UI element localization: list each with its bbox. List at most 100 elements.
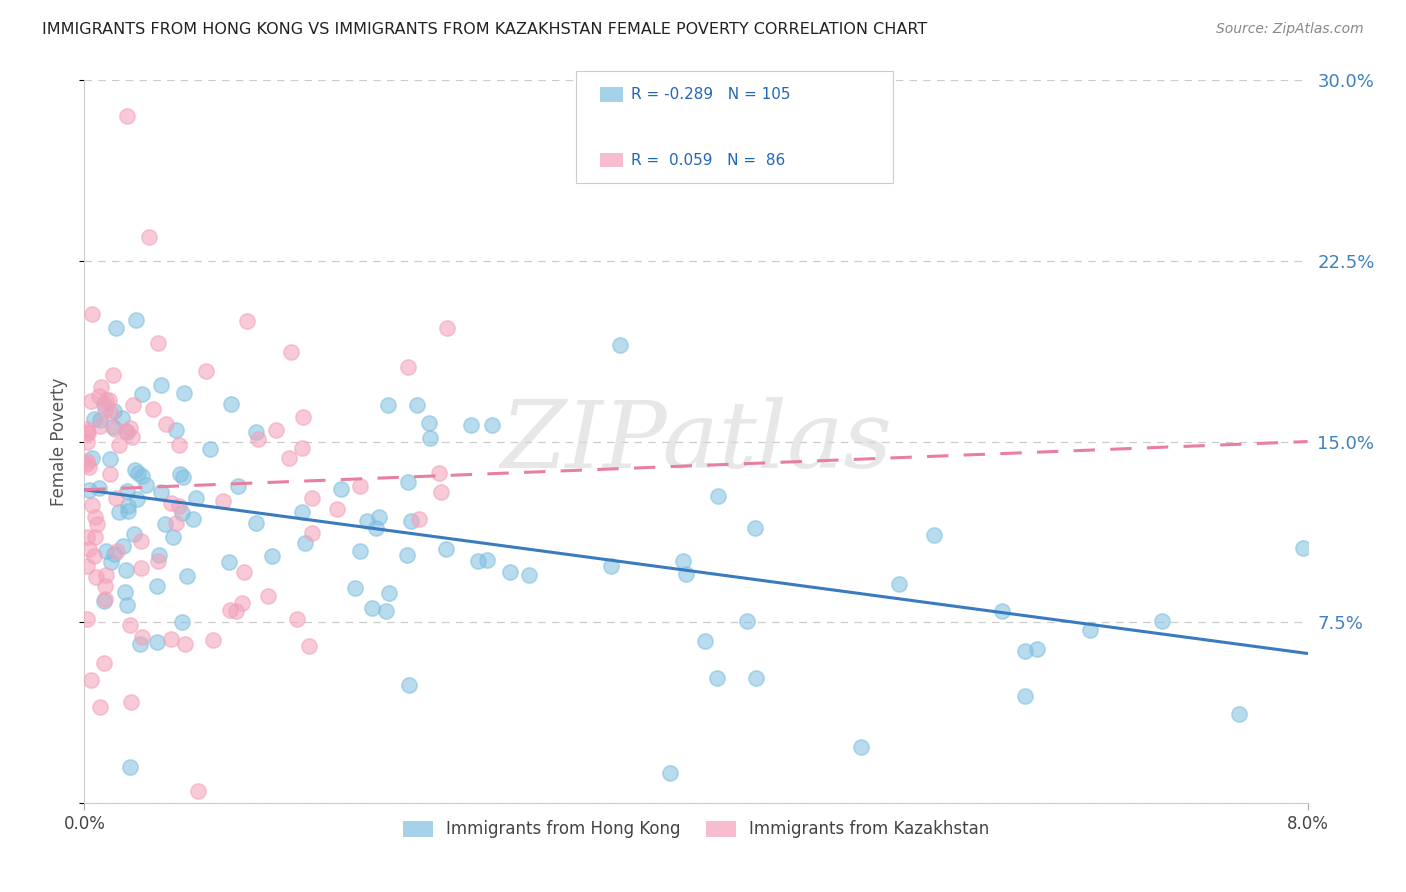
Point [398,678,420,692]
Text: R =  0.059   N =  86: R = 0.059 N = 86 [631,153,786,168]
Point [173,385,195,400]
Point [76,425,98,440]
Point [326,501,349,516]
Point [172,506,194,520]
Point [79,673,101,688]
Point [361,600,384,615]
Point [481,418,503,433]
Point [349,543,371,558]
Point [1078,624,1101,638]
Point [100,406,122,420]
Point [105,491,128,505]
Point [105,321,128,335]
Point [105,544,128,558]
Point [101,368,124,383]
Point [125,491,148,506]
Point [96,544,118,558]
Point [80,498,103,512]
Point [94,393,117,408]
Point [77,542,100,557]
Point [218,555,240,569]
Point [150,377,173,392]
Point [142,401,165,416]
Point [159,496,181,510]
Point [129,637,152,651]
Point [671,554,693,568]
Point [146,554,169,568]
Point [408,512,430,526]
Point [285,612,308,626]
Point [401,514,423,528]
Point [219,397,242,411]
Text: ZIPatlas: ZIPatlas [501,397,891,486]
Point [924,528,946,542]
Point [94,579,117,593]
Point [117,598,139,612]
Point [89,413,111,427]
Point [131,468,153,483]
Point [277,451,299,466]
Point [169,467,191,481]
Point [499,565,522,579]
Point [436,320,458,334]
Point [429,485,451,500]
Point [89,419,111,434]
Point [246,432,269,446]
Point [117,499,139,513]
Legend: Immigrants from Hong Kong, Immigrants from Kazakhstan: Immigrants from Hong Kong, Immigrants fr… [396,814,995,845]
Point [887,576,910,591]
Point [745,671,768,685]
Point [97,392,120,407]
Point [600,559,623,574]
Point [104,422,127,436]
Point [301,526,323,541]
Point [162,530,184,544]
Point [176,569,198,583]
Point [107,506,129,520]
Point [80,451,103,466]
Point [291,505,314,519]
Point [127,466,149,480]
Point [219,603,242,617]
Point [148,548,170,562]
Point [111,410,134,425]
Point [245,516,267,530]
Point [76,425,98,440]
Point [1292,541,1315,555]
Point [231,596,253,610]
Point [115,109,138,123]
Point [364,521,387,535]
Point [129,533,152,548]
Point [82,307,104,321]
Point [298,639,321,653]
Point [77,483,100,497]
Point [195,363,218,377]
Point [418,417,440,431]
Text: R = -0.289   N = 105: R = -0.289 N = 105 [631,87,790,103]
Point [86,516,108,531]
Point [377,399,399,413]
Point [245,425,267,440]
Point [329,482,352,496]
Point [83,549,105,563]
Point [94,567,117,582]
Point [378,586,401,600]
Point [101,420,124,434]
Point [79,460,101,475]
Point [146,634,169,648]
Point [395,548,418,562]
Point [396,359,419,374]
Point [76,457,98,471]
Point [406,398,429,412]
Point [121,430,143,444]
Point [129,560,152,574]
Point [375,604,398,618]
Point [124,463,146,477]
Point [120,421,142,435]
Point [145,579,167,593]
Point [115,425,138,439]
Point [83,411,105,425]
Point [695,634,717,648]
Point [98,467,121,482]
Point [226,478,249,492]
